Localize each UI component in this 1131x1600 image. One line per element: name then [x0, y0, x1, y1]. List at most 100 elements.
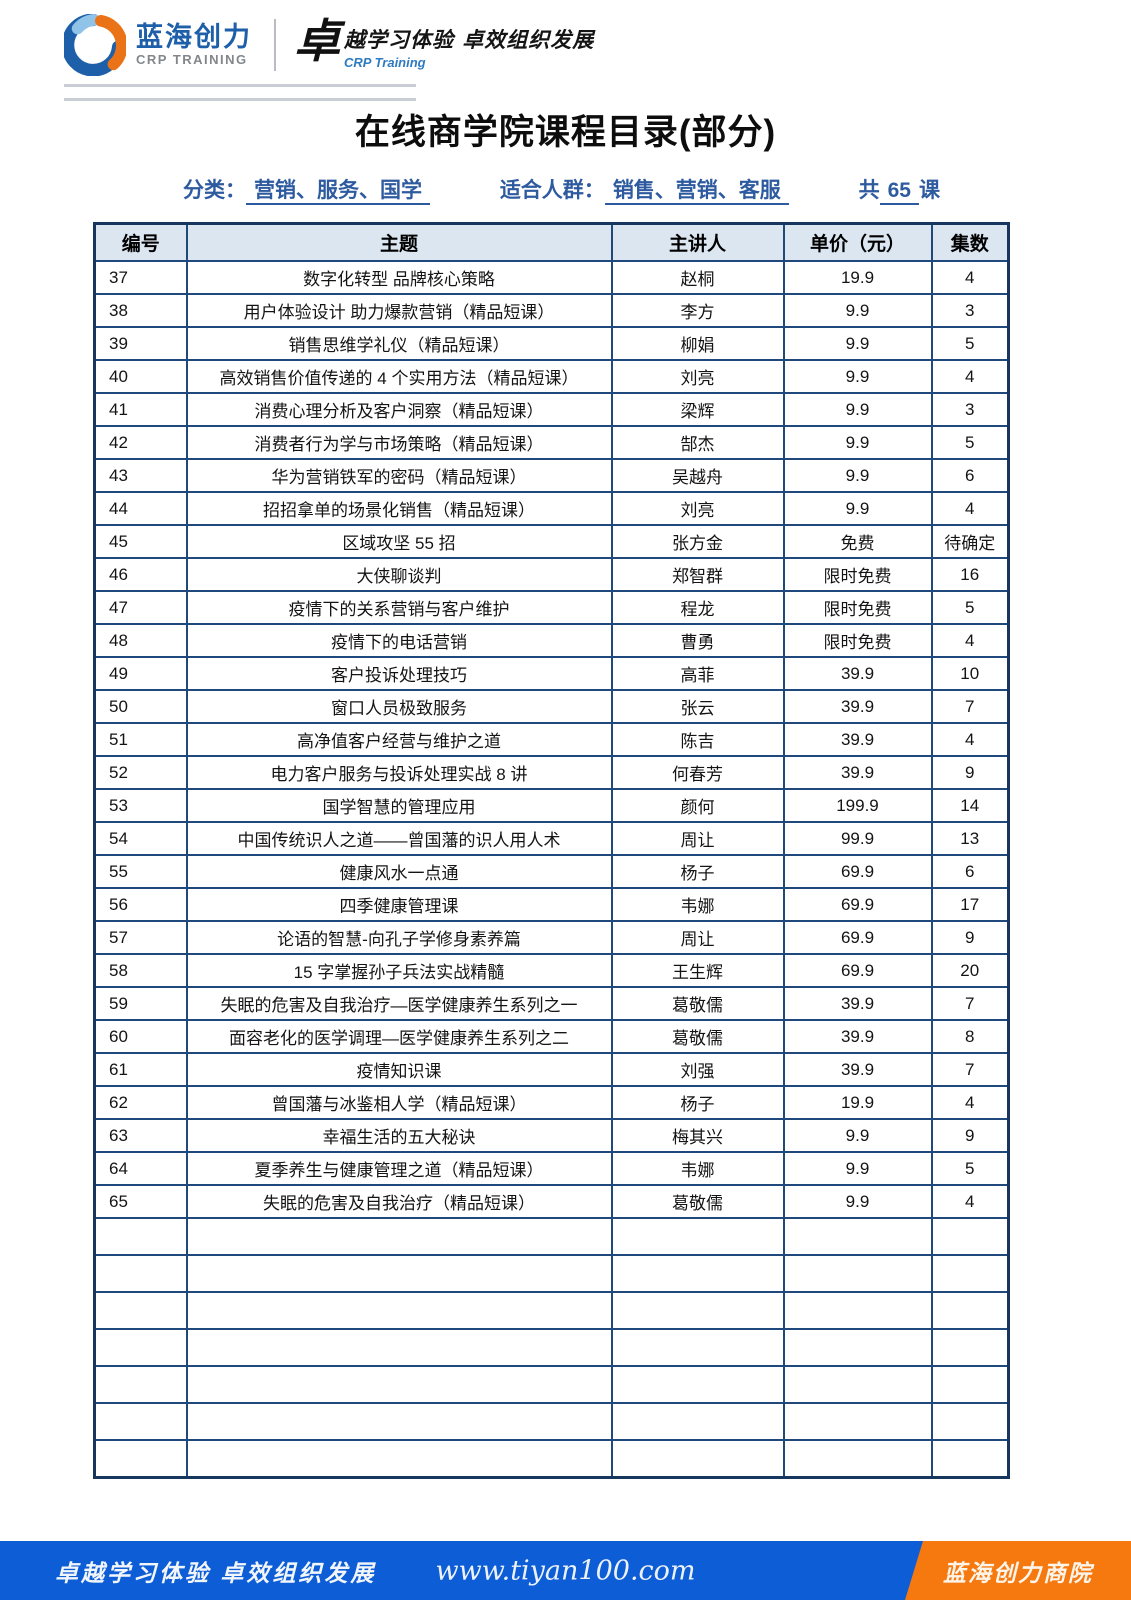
- table-row: 60 面容老化的医学调理—医学健康养生系列之二 葛敬儒 39.9 8: [93, 1019, 1010, 1054]
- swirl-logo-icon: [64, 14, 126, 76]
- table-row: 52 电力客户服务与投诉处理实战 8 讲何春芳 39.9 9: [93, 755, 1010, 790]
- table-cell: 44: [93, 491, 188, 526]
- table-row: 44 招招拿单的场景化销售（精品短课） 刘亮 9.9 4: [93, 491, 1010, 526]
- table-cell: 梁辉: [610, 392, 785, 427]
- logo-name-cn: 蓝海创力: [136, 22, 252, 53]
- table-cell: 39.9: [782, 755, 933, 790]
- table-cell: 曾国藩与冰鉴相人学（精品短课）: [185, 1085, 613, 1120]
- table-cell: [930, 1328, 1010, 1367]
- table-cell: 葛敬儒: [610, 986, 785, 1021]
- table-row: 55 健康风水一点通 杨子 69.9 6: [93, 854, 1010, 889]
- table-cell: 王生辉: [610, 953, 785, 988]
- table-cell: 64: [93, 1151, 188, 1186]
- table-row: 48 疫情下的电话营销 曹勇 限时免费 4: [93, 623, 1010, 658]
- brand-header: 蓝海创力 CRP TRAINING 卓 越学习体验 卓效组织发展 CRP Tra…: [64, 14, 594, 76]
- table-cell: [185, 1291, 613, 1330]
- table-cell: [610, 1439, 785, 1479]
- double-rule-divider: [64, 84, 416, 101]
- table-cell: [610, 1402, 785, 1441]
- table-row: 45 区域攻坚 55 招张方金 免费 待确定: [93, 524, 1010, 559]
- table-cell: [610, 1217, 785, 1256]
- table-cell: 窗口人员极致服务: [185, 689, 613, 724]
- vertical-divider: [274, 19, 276, 71]
- table-cell: 高效销售价值传递的 4 个实用方法（精品短课）: [185, 359, 613, 394]
- table-cell: 48: [93, 623, 188, 658]
- table-cell: 8: [930, 1019, 1010, 1054]
- table-cell: [930, 1254, 1010, 1293]
- table-cell: 69.9: [782, 854, 933, 889]
- slogan-text: 越学习体验 卓效组织发展: [344, 27, 595, 52]
- table-cell: [93, 1291, 188, 1330]
- table-cell: 曹勇: [610, 623, 785, 658]
- table-cell: [185, 1402, 613, 1441]
- table-cell: 39.9: [782, 689, 933, 724]
- table-cell: 38: [93, 293, 188, 328]
- table-cell: 葛敬儒: [610, 1184, 785, 1219]
- footer-slogan: 卓越学习体验 卓效组织发展: [55, 1559, 377, 1586]
- table-cell: 5: [930, 326, 1010, 361]
- table-cell: 6: [930, 458, 1010, 493]
- table-cell: 刘亮: [610, 491, 785, 526]
- table-cell: 疫情知识课: [185, 1052, 613, 1087]
- audience-group: 适合人群： 销售、营销、客服: [500, 174, 789, 205]
- table-cell: 5: [930, 425, 1010, 460]
- category-label: 分类：: [183, 179, 246, 202]
- table-cell: [930, 1365, 1010, 1404]
- table-cell: 39.9: [782, 722, 933, 757]
- table-cell: 电力客户服务与投诉处理实战 8 讲: [185, 755, 613, 790]
- table-cell: 56: [93, 887, 188, 922]
- table-cell: 疫情下的关系营销与客户维护: [185, 590, 613, 625]
- table-cell: [93, 1439, 188, 1479]
- table-cell: 疫情下的电话营销: [185, 623, 613, 658]
- table-row: 37 数字化转型 品牌核心策略 赵桐 19.9 4: [93, 260, 1010, 295]
- table-cell: 郑智群: [610, 557, 785, 592]
- table-cell: 37: [93, 260, 188, 295]
- table-cell: 免费: [782, 524, 933, 559]
- table-cell: 5: [930, 590, 1010, 625]
- table-cell: 失眠的危害及自我治疗（精品短课）: [185, 1184, 613, 1219]
- table-cell: [930, 1217, 1010, 1256]
- table-cell: 3: [930, 293, 1010, 328]
- total-group: 共 65 课: [859, 174, 940, 205]
- table-cell: 199.9: [782, 788, 933, 823]
- table-cell: 20: [930, 953, 1010, 988]
- table-cell: 41: [93, 392, 188, 427]
- table-row: 61 疫情知识课 刘强 39.9 7: [93, 1052, 1010, 1087]
- table-row: 58 15 字掌握孙子兵法实战精髓 王生辉 69.9 20: [93, 953, 1010, 988]
- table-row: 40 高效销售价值传递的 4 个实用方法（精品短课） 刘亮 9.9 4: [93, 359, 1010, 394]
- column-header: 集数: [930, 222, 1010, 262]
- footer-bar: 卓越学习体验 卓效组织发展 www.tiyan100.com 蓝海创力商院: [0, 1541, 1131, 1600]
- table-cell: 9.9: [782, 1184, 933, 1219]
- table-cell: 57: [93, 920, 188, 955]
- table-row: 43 华为营销铁军的密码（精品短课） 吴越舟 9.9 6: [93, 458, 1010, 493]
- table-cell: 39.9: [782, 656, 933, 691]
- table-cell: 销售思维学礼仪（精品短课）: [185, 326, 613, 361]
- table-cell: 华为营销铁军的密码（精品短课）: [185, 458, 613, 493]
- table-cell: 47: [93, 590, 188, 625]
- table-cell: [930, 1439, 1010, 1479]
- table-cell: 9.9: [782, 425, 933, 460]
- table-cell: 梅其兴: [610, 1118, 785, 1153]
- total-suffix: 课: [918, 179, 940, 202]
- total-count: 65: [879, 179, 919, 205]
- table-cell: 16: [930, 557, 1010, 592]
- table-cell: [610, 1328, 785, 1367]
- table-cell: 99.9: [782, 821, 933, 856]
- table-cell: 区域攻坚 55 招: [185, 524, 613, 559]
- table-cell: 43: [93, 458, 188, 493]
- table-cell: 9: [930, 920, 1010, 955]
- crp-logo: 蓝海创力 CRP TRAINING: [64, 14, 252, 76]
- table-cell: 颜何: [610, 788, 785, 823]
- table-cell: 60: [93, 1019, 188, 1054]
- brand-slogan: 卓 越学习体验 卓效组织发展 CRP Training: [294, 18, 595, 70]
- table-cell: 14: [930, 788, 1010, 823]
- empty-table-row: [93, 1439, 1010, 1479]
- table-cell: 周让: [610, 821, 785, 856]
- table-cell: 招招拿单的场景化销售（精品短课）: [185, 491, 613, 526]
- table-cell: 国学智慧的管理应用: [185, 788, 613, 823]
- table-cell: 4: [930, 491, 1010, 526]
- table-cell: 13: [930, 821, 1010, 856]
- table-cell: 4: [930, 1085, 1010, 1120]
- table-cell: [93, 1217, 188, 1256]
- table-cell: 韦娜: [610, 887, 785, 922]
